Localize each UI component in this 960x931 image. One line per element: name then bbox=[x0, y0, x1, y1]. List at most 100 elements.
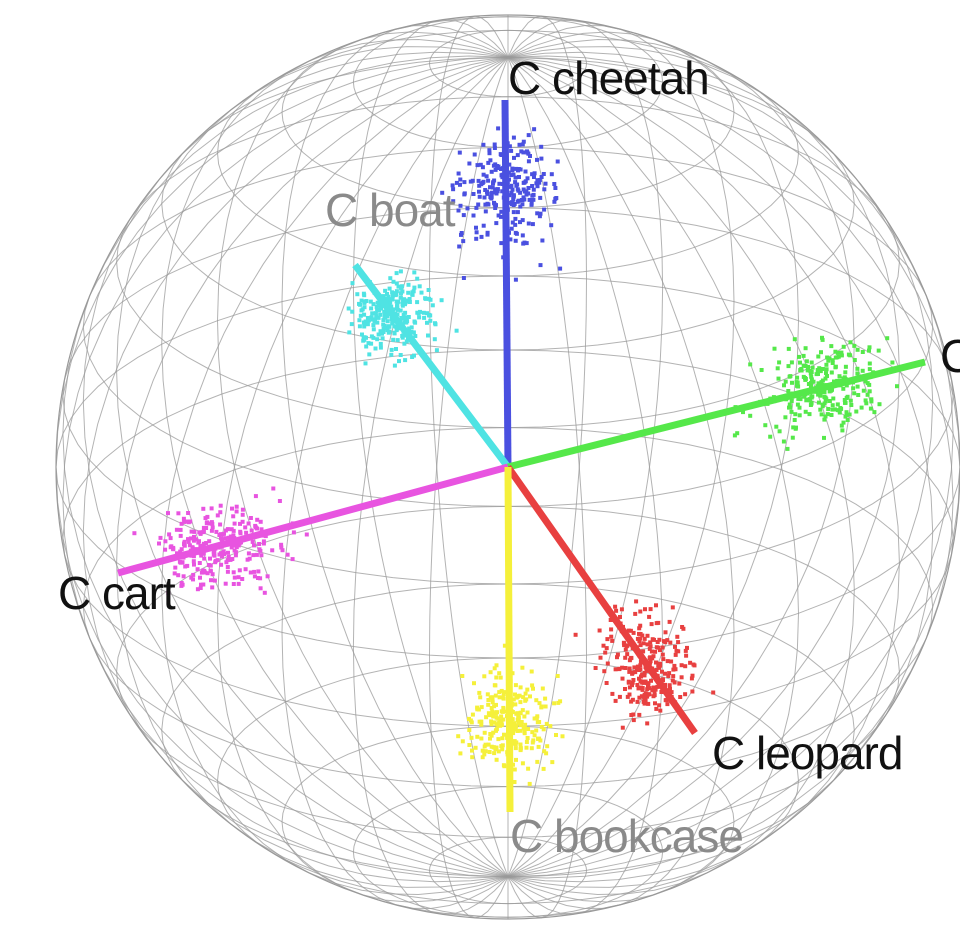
sample-point bbox=[511, 201, 515, 206]
sample-point bbox=[601, 643, 606, 648]
sample-point bbox=[841, 420, 846, 425]
sample-point bbox=[392, 363, 397, 368]
sample-point bbox=[497, 690, 502, 695]
sample-point bbox=[525, 710, 530, 715]
sample-point bbox=[639, 685, 643, 690]
sample-point bbox=[748, 362, 753, 367]
sample-point bbox=[819, 380, 824, 385]
sample-point bbox=[187, 543, 192, 548]
sample-point bbox=[252, 543, 256, 548]
sample-point bbox=[499, 209, 504, 214]
sample-point bbox=[526, 766, 531, 771]
sample-point bbox=[855, 371, 860, 376]
sample-point bbox=[362, 299, 367, 304]
sample-point bbox=[499, 688, 504, 693]
sample-point bbox=[485, 232, 490, 237]
sample-point bbox=[515, 153, 520, 158]
sample-point bbox=[475, 705, 480, 710]
sample-point bbox=[430, 303, 435, 308]
sample-point bbox=[776, 376, 781, 381]
sample-point bbox=[214, 529, 219, 534]
sample-point bbox=[285, 552, 290, 557]
sample-point bbox=[500, 736, 505, 741]
sample-point bbox=[711, 690, 716, 695]
sample-point bbox=[843, 414, 848, 419]
sample-point bbox=[660, 652, 665, 657]
sample-point bbox=[395, 303, 400, 308]
sample-point bbox=[477, 719, 482, 724]
sample-point bbox=[478, 162, 483, 167]
sample-point bbox=[822, 435, 826, 440]
sample-point bbox=[252, 574, 257, 579]
sample-point bbox=[855, 384, 860, 389]
sample-point bbox=[514, 183, 519, 188]
sample-point bbox=[172, 571, 177, 576]
sample-point bbox=[258, 548, 263, 553]
sample-point bbox=[665, 638, 670, 643]
sample-point bbox=[369, 315, 374, 320]
sample-point bbox=[830, 358, 835, 363]
sample-point bbox=[474, 230, 479, 235]
sample-point bbox=[412, 270, 417, 275]
sample-point bbox=[483, 209, 488, 214]
sample-point bbox=[529, 201, 534, 206]
sample-point bbox=[643, 607, 647, 612]
sample-point bbox=[248, 516, 253, 520]
wire-line bbox=[82, 51, 934, 883]
sample-point bbox=[493, 206, 498, 210]
sample-point bbox=[819, 412, 824, 417]
sample-point bbox=[376, 332, 381, 337]
sample-point bbox=[482, 744, 487, 749]
sample-point bbox=[470, 748, 474, 753]
sample-point bbox=[494, 663, 499, 668]
sample-point bbox=[641, 641, 646, 646]
sample-point bbox=[513, 216, 518, 221]
sample-point bbox=[290, 557, 295, 562]
sample-point bbox=[859, 405, 864, 410]
sample-point bbox=[232, 575, 237, 580]
sample-point bbox=[492, 146, 497, 150]
sample-point bbox=[186, 537, 190, 542]
sample-point bbox=[378, 312, 383, 317]
sample-point bbox=[786, 364, 791, 369]
sample-point bbox=[484, 715, 489, 720]
sample-point bbox=[391, 307, 396, 312]
sample-point bbox=[809, 374, 814, 379]
sample-point bbox=[795, 402, 800, 407]
sample-point bbox=[518, 746, 523, 751]
sample-point bbox=[501, 705, 506, 710]
sample-point bbox=[261, 539, 266, 544]
sample-point bbox=[409, 325, 414, 330]
sample-point bbox=[679, 675, 684, 680]
sample-point bbox=[201, 525, 206, 530]
sample-point bbox=[803, 364, 808, 368]
sample-point bbox=[660, 645, 665, 650]
sample-point bbox=[349, 322, 354, 327]
sample-point bbox=[513, 702, 518, 707]
sample-point bbox=[427, 296, 431, 301]
sample-point bbox=[456, 208, 461, 213]
sample-point bbox=[491, 181, 495, 186]
sample-point bbox=[534, 698, 539, 703]
sample-point bbox=[394, 271, 399, 276]
sample-point bbox=[403, 358, 408, 363]
sample-point bbox=[385, 292, 389, 296]
sample-point bbox=[609, 627, 614, 632]
sample-point bbox=[425, 320, 429, 325]
sample-point bbox=[240, 519, 245, 524]
sample-point bbox=[790, 435, 795, 440]
sample-point bbox=[688, 660, 693, 665]
sample-point bbox=[193, 537, 198, 542]
sample-point bbox=[362, 312, 367, 317]
sample-point bbox=[649, 649, 654, 654]
sample-point bbox=[399, 291, 403, 296]
sample-point bbox=[508, 237, 513, 242]
sample-point bbox=[166, 511, 170, 516]
sample-point bbox=[530, 740, 535, 745]
sample-point bbox=[604, 681, 609, 685]
sample-point bbox=[626, 680, 631, 685]
sample-point bbox=[499, 714, 504, 719]
sample-point bbox=[777, 360, 782, 365]
sample-point bbox=[526, 133, 531, 138]
sample-point bbox=[532, 175, 536, 179]
